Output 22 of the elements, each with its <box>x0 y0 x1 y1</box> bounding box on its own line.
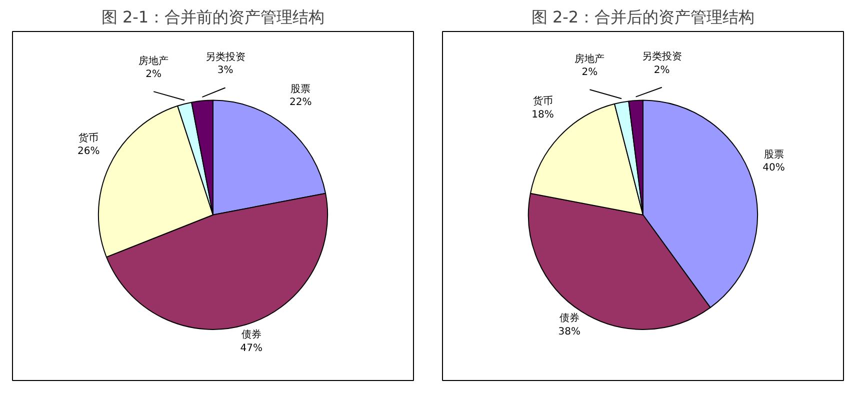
slice-label: 股票 <box>764 149 784 160</box>
chart-title: 图 2-2：合并后的资产管理结构 <box>531 8 755 26</box>
slice-label: 债券 <box>241 328 262 341</box>
data-label: 3% <box>217 65 234 76</box>
data-label: 47% <box>240 342 262 354</box>
data-label: 38% <box>558 326 580 338</box>
slice-label: 另类投资 <box>205 50 246 63</box>
data-label: 40% <box>762 162 785 174</box>
data-label: 2% <box>582 67 598 78</box>
slice-label: 房地产 <box>574 52 605 65</box>
slice-label: 房地产 <box>138 54 169 67</box>
slice-label: 债券 <box>559 312 580 324</box>
slice-label: 另类投资 <box>642 50 682 63</box>
data-label: 2% <box>654 64 670 76</box>
slice-label: 货币 <box>532 95 553 108</box>
slice-label: 股票 <box>290 84 311 95</box>
chart-title: 图 2-1：合并前的资产管理结构 <box>101 8 325 26</box>
data-label: 18% <box>532 109 554 120</box>
slice-label: 货币 <box>78 132 99 144</box>
data-label: 22% <box>290 97 312 108</box>
data-label: 2% <box>146 69 162 80</box>
data-label: 26% <box>77 146 100 158</box>
